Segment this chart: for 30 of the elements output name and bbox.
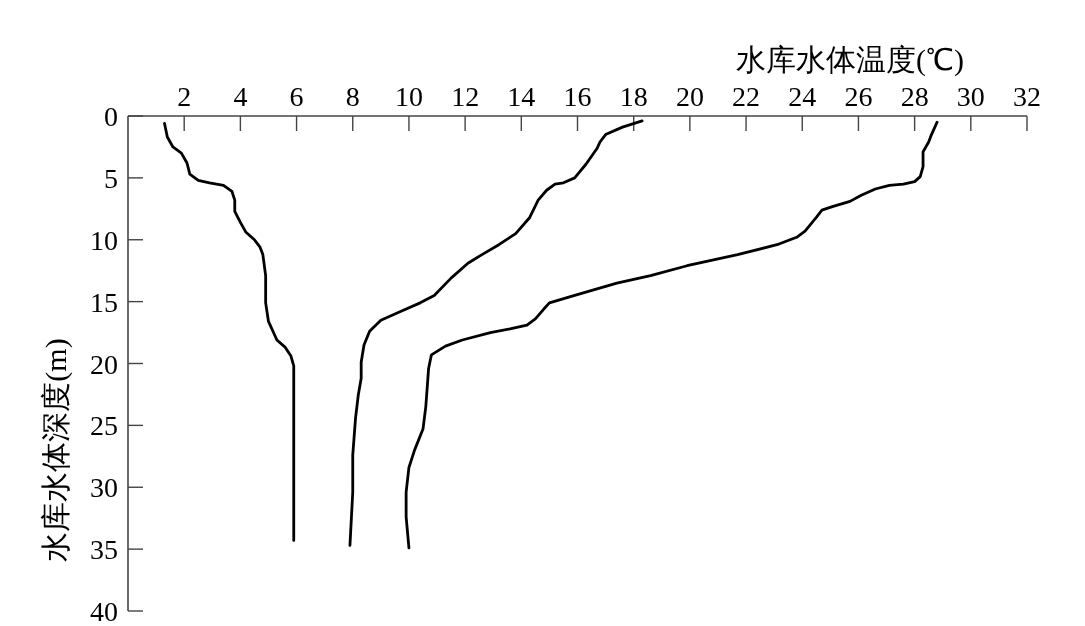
y-axis-title: 水库水体深度(m) (39, 338, 73, 562)
y-tick-label: 15 (90, 286, 118, 318)
x-tick-label: 10 (394, 81, 423, 112)
x-tick-label: 28 (900, 81, 929, 112)
x-tick-label: 18 (619, 81, 648, 112)
y-tick-label: 10 (90, 224, 118, 256)
y-tick-label: 5 (104, 162, 118, 194)
x-axis-title: 水库水体温度(℃) (736, 43, 964, 77)
line-series (348, 119, 644, 547)
x-tick-label: 4 (233, 81, 248, 112)
y-tick-label: 25 (90, 410, 118, 442)
x-tick-label: 8 (345, 81, 360, 112)
line-series (404, 120, 939, 550)
line-series (163, 122, 296, 542)
x-tick-label: 20 (675, 81, 704, 112)
x-tick-label: 26 (844, 81, 873, 112)
x-tick-label: 2 (177, 81, 192, 112)
x-tick-label: 14 (507, 81, 536, 112)
x-tick-label: 30 (956, 81, 985, 112)
y-tick-label: 20 (90, 348, 118, 380)
y-tick-label: 35 (90, 534, 118, 566)
x-tick-label: 16 (563, 81, 592, 112)
x-tick-label: 24 (788, 81, 817, 112)
y-tick-label: 30 (90, 472, 118, 504)
x-tick-label: 12 (451, 81, 480, 112)
y-tick-label: 0 (104, 101, 118, 132)
x-tick-label: 32 (1013, 81, 1041, 112)
y-tick-label: 40 (90, 596, 118, 626)
x-tick-label: 22 (732, 81, 761, 112)
x-tick-label: 6 (289, 81, 304, 112)
